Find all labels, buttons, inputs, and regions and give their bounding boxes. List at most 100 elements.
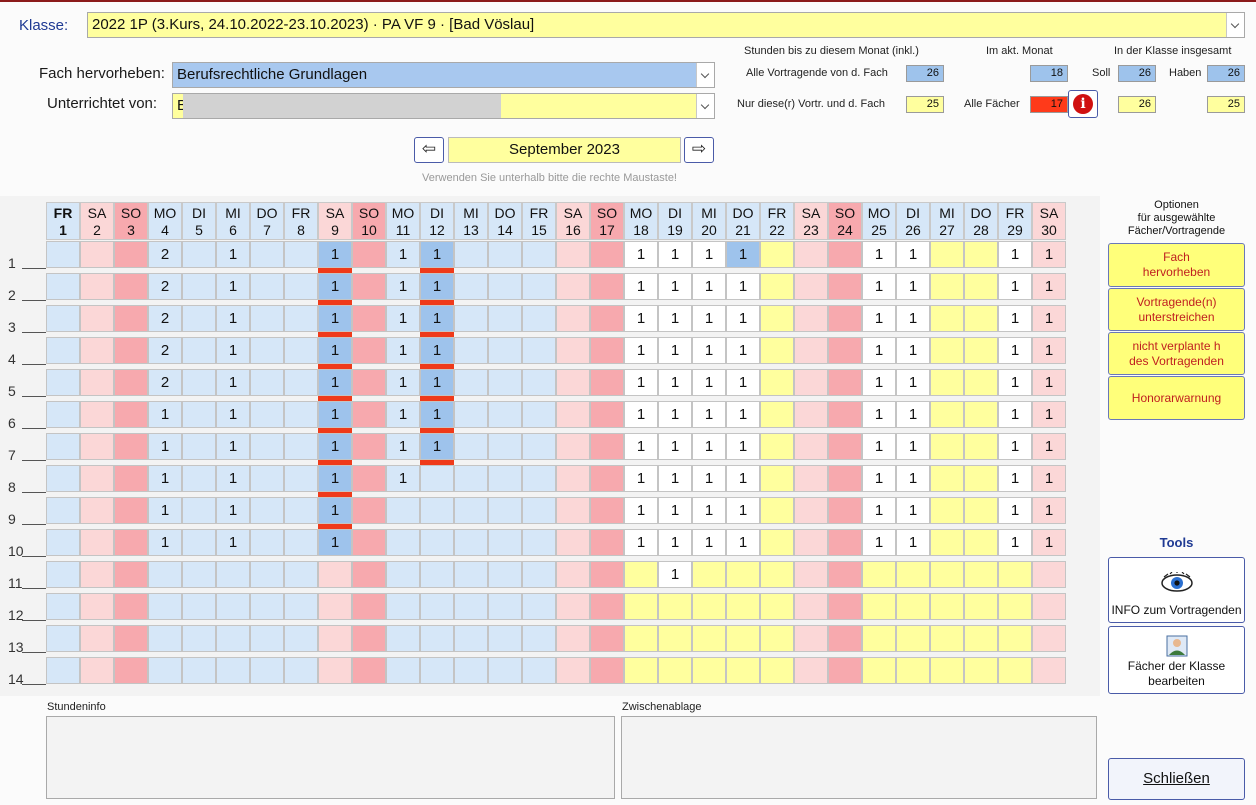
schedule-cell[interactable]: 1 <box>624 465 658 492</box>
schedule-cell[interactable] <box>896 593 930 620</box>
schedule-cell[interactable] <box>964 593 998 620</box>
schedule-cell[interactable]: 2 <box>148 337 182 364</box>
schedule-cell[interactable]: 1 <box>658 465 692 492</box>
schedule-cell[interactable] <box>420 625 454 652</box>
schedule-cell[interactable] <box>862 625 896 652</box>
schedule-cell[interactable] <box>488 401 522 428</box>
schedule-cell[interactable] <box>590 561 624 588</box>
schedule-cell[interactable] <box>148 657 182 684</box>
schedule-cell[interactable]: 1 <box>386 241 420 268</box>
schedule-cell[interactable] <box>760 273 794 300</box>
schedule-cell[interactable] <box>46 593 80 620</box>
schedule-cell[interactable] <box>556 401 590 428</box>
schedule-cell[interactable] <box>148 625 182 652</box>
schedule-cell[interactable]: 1 <box>692 273 726 300</box>
schedule-cell[interactable] <box>284 465 318 492</box>
schedule-cell[interactable] <box>420 529 454 556</box>
schedule-cell[interactable]: 1 <box>386 337 420 364</box>
schedule-cell[interactable] <box>352 433 386 460</box>
schedule-cell[interactable]: 1 <box>998 273 1032 300</box>
schedule-cell[interactable]: 1 <box>420 273 454 300</box>
schedule-cell[interactable] <box>80 529 114 556</box>
schedule-cell[interactable] <box>828 369 862 396</box>
schedule-cell[interactable] <box>828 241 862 268</box>
schedule-cell[interactable]: 1 <box>148 465 182 492</box>
schedule-cell[interactable] <box>964 369 998 396</box>
schedule-cell[interactable] <box>216 657 250 684</box>
schedule-cell[interactable] <box>182 657 216 684</box>
schedule-cell[interactable]: 1 <box>862 433 896 460</box>
schedule-cell[interactable] <box>1032 593 1066 620</box>
schedule-cell[interactable] <box>964 401 998 428</box>
schedule-cell[interactable] <box>726 561 760 588</box>
schedule-cell[interactable] <box>318 657 352 684</box>
schedule-cell[interactable] <box>658 657 692 684</box>
schedule-cell[interactable] <box>114 657 148 684</box>
schedule-cell[interactable] <box>964 529 998 556</box>
schedule-cell[interactable] <box>216 561 250 588</box>
schedule-cell[interactable] <box>590 305 624 332</box>
schedule-cell[interactable] <box>80 241 114 268</box>
schedule-cell[interactable]: 1 <box>658 529 692 556</box>
schedule-cell[interactable]: 1 <box>998 305 1032 332</box>
schedule-cell[interactable] <box>284 561 318 588</box>
schedule-cell[interactable]: 1 <box>692 337 726 364</box>
schedule-cell[interactable] <box>80 593 114 620</box>
schedule-cell[interactable] <box>352 465 386 492</box>
fach-select[interactable]: Berufsrechtliche Grundlagen <box>172 62 715 88</box>
schedule-cell[interactable] <box>488 625 522 652</box>
schedule-cell[interactable]: 1 <box>658 561 692 588</box>
schedule-cell[interactable]: 1 <box>998 433 1032 460</box>
schedule-cell[interactable]: 1 <box>862 337 896 364</box>
schedule-cell[interactable] <box>352 593 386 620</box>
schedule-cell[interactable]: 1 <box>624 337 658 364</box>
schedule-cell[interactable] <box>454 561 488 588</box>
schedule-cell[interactable]: 1 <box>318 369 352 396</box>
schedule-cell[interactable] <box>284 273 318 300</box>
schedule-cell[interactable] <box>522 305 556 332</box>
schedule-cell[interactable] <box>318 593 352 620</box>
schedule-cell[interactable]: 1 <box>386 401 420 428</box>
schedule-cell[interactable] <box>794 401 828 428</box>
schedule-cell[interactable] <box>488 465 522 492</box>
schedule-cell[interactable]: 1 <box>216 401 250 428</box>
schedule-cell[interactable] <box>896 657 930 684</box>
schedule-cell[interactable] <box>182 401 216 428</box>
schedule-cell[interactable] <box>488 241 522 268</box>
prev-month-button[interactable]: ⇦ <box>414 137 444 163</box>
schedule-cell[interactable] <box>386 497 420 524</box>
schedule-cell[interactable] <box>114 369 148 396</box>
schedule-cell[interactable] <box>46 337 80 364</box>
schedule-cell[interactable] <box>930 497 964 524</box>
schedule-cell[interactable] <box>624 593 658 620</box>
schedule-cell[interactable] <box>420 465 454 492</box>
schedule-cell[interactable] <box>522 657 556 684</box>
schedule-cell[interactable] <box>352 369 386 396</box>
schedule-cell[interactable] <box>590 657 624 684</box>
schedule-cell[interactable] <box>454 241 488 268</box>
schedule-cell[interactable] <box>964 465 998 492</box>
schedule-cell[interactable] <box>828 273 862 300</box>
schedule-cell[interactable] <box>522 337 556 364</box>
schedule-cell[interactable] <box>522 369 556 396</box>
schedule-cell[interactable] <box>284 305 318 332</box>
schedule-cell[interactable]: 1 <box>998 401 1032 428</box>
schedule-cell[interactable] <box>556 625 590 652</box>
schedule-cell[interactable] <box>726 625 760 652</box>
schedule-cell[interactable]: 1 <box>896 305 930 332</box>
schedule-cell[interactable] <box>386 593 420 620</box>
schedule-cell[interactable] <box>182 241 216 268</box>
schedule-cell[interactable]: 1 <box>624 273 658 300</box>
schedule-cell[interactable] <box>828 529 862 556</box>
schedule-cell[interactable]: 1 <box>658 241 692 268</box>
schedule-cell[interactable] <box>658 625 692 652</box>
schedule-cell[interactable] <box>692 593 726 620</box>
schedule-cell[interactable] <box>454 337 488 364</box>
schedule-cell[interactable]: 1 <box>726 273 760 300</box>
schedule-cell[interactable]: 1 <box>658 273 692 300</box>
schedule-cell[interactable] <box>794 369 828 396</box>
schedule-cell[interactable] <box>250 369 284 396</box>
schedule-cell[interactable] <box>454 273 488 300</box>
schedule-cell[interactable] <box>488 305 522 332</box>
schedule-cell[interactable] <box>182 433 216 460</box>
